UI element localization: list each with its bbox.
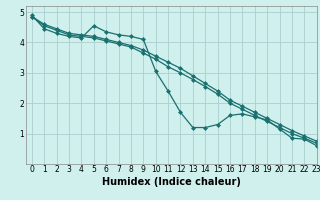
X-axis label: Humidex (Indice chaleur): Humidex (Indice chaleur) bbox=[102, 177, 241, 187]
